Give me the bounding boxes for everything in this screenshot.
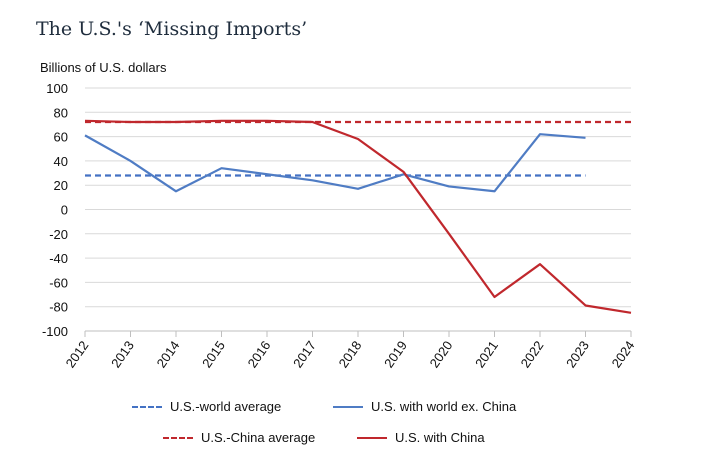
chart-title: The U.S.'s ‘Missing Imports’ xyxy=(36,18,308,40)
legend-label: U.S. with world ex. China xyxy=(371,399,517,414)
y-tick-label: -60 xyxy=(49,275,68,290)
legend-item-china-avg: U.S.-China average xyxy=(163,430,315,445)
x-tick-label: 2024 xyxy=(609,338,638,370)
y-tick-label: -80 xyxy=(49,300,68,315)
x-tick-label: 2017 xyxy=(290,338,319,370)
legend-label: U.S. with China xyxy=(395,430,485,445)
x-tick-label: 2016 xyxy=(245,338,274,370)
y-tick-label: -40 xyxy=(49,251,68,266)
legend-item-world-avg: U.S.-world average xyxy=(132,399,281,414)
x-tick-label: 2019 xyxy=(381,338,410,370)
y-tick-label: -100 xyxy=(42,324,68,339)
y-axis-label: Billions of U.S. dollars xyxy=(40,60,167,75)
y-tick-label: 0 xyxy=(61,203,68,218)
series-line-u-s-with-world-ex-china xyxy=(84,133,586,193)
legend-label: U.S.-world average xyxy=(170,399,282,414)
legend-swatch xyxy=(163,436,193,439)
x-tick-label: 2015 xyxy=(199,338,228,370)
y-tick-label: 100 xyxy=(46,81,68,96)
x-tick-label: 2022 xyxy=(518,338,547,370)
y-tick-label: 40 xyxy=(54,154,68,169)
x-tick-label: 2020 xyxy=(427,338,456,370)
x-tick-label: 2014 xyxy=(154,338,183,370)
series-line-u-s-with-china xyxy=(84,119,632,314)
legend-item-china: U.S. with China xyxy=(357,430,485,445)
x-tick-label: 2023 xyxy=(563,338,592,370)
y-tick-label: 80 xyxy=(54,105,68,120)
legend-swatch xyxy=(132,405,162,408)
x-tick-label: 2012 xyxy=(63,338,92,370)
x-tick-label: 2021 xyxy=(472,338,501,370)
x-tick-label: 2013 xyxy=(108,338,137,370)
y-tick-label: -20 xyxy=(49,227,68,242)
legend-label: U.S.-China average xyxy=(201,430,316,445)
legend-swatch xyxy=(333,405,363,408)
y-tick-label: 20 xyxy=(54,178,68,193)
legend-swatch xyxy=(357,436,387,439)
legend-item-world-ex-china: U.S. with world ex. China xyxy=(333,399,516,414)
y-tick-label: 60 xyxy=(54,130,68,145)
x-tick-label: 2018 xyxy=(336,338,365,370)
